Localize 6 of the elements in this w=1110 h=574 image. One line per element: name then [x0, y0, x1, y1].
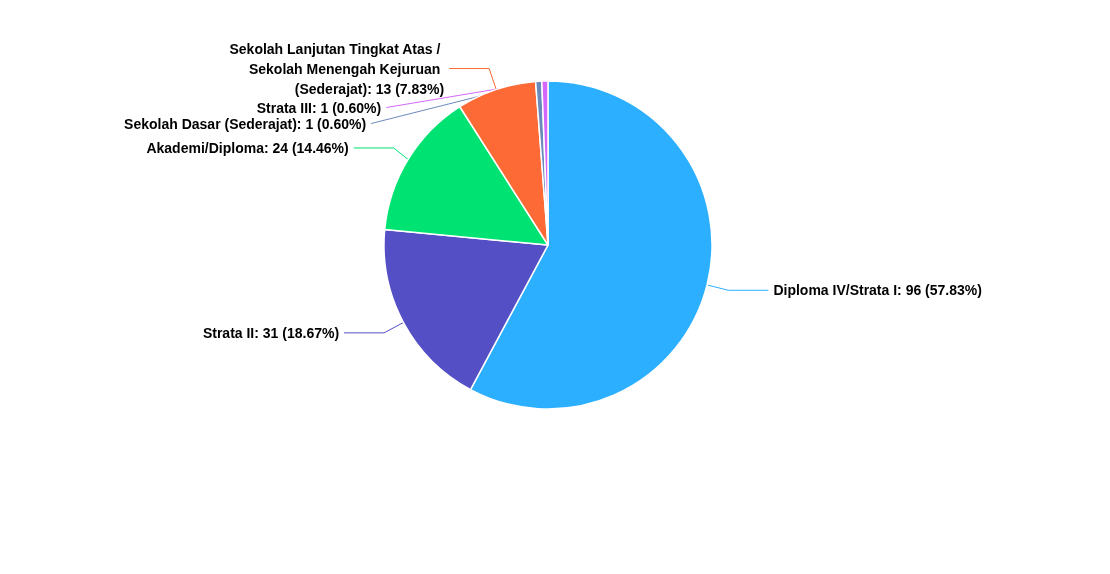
slice-label: Sekolah Dasar (Sederajat): 1 (0.60%)	[124, 115, 367, 132]
slice-label: Strata II: 31 (18.67%)	[202, 324, 340, 341]
slice-label: Diploma IV/Strata I: 96 (57.83%)	[773, 282, 982, 299]
slice-label: Strata III: 1 (0.60%)	[256, 99, 382, 116]
slice-label: Akademi/Diploma: 24 (14.46%)	[146, 139, 349, 156]
slice-label: Sekolah Lanjutan Tingkat Atas / Sekolah Menengah Kejuruan (Sederajat): 13 (7.83%)	[229, 40, 445, 97]
